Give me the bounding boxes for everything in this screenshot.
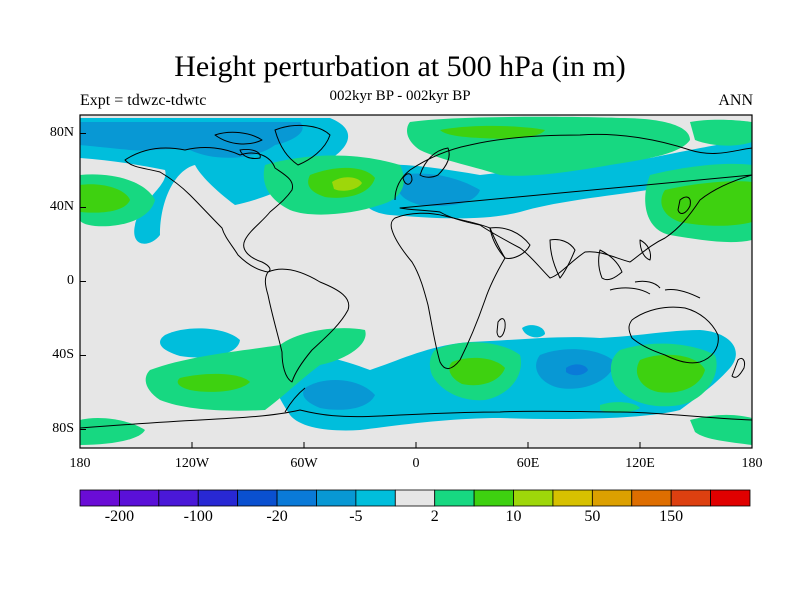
pos-region-south-pacific-core bbox=[177, 373, 250, 392]
lat-tick-label-40S: 40S bbox=[52, 346, 74, 362]
colorbar-swatch-15 bbox=[670, 489, 711, 507]
coast-southeast-asia bbox=[598, 239, 651, 281]
colorbar-swatch-8 bbox=[394, 489, 436, 507]
latitude-axis bbox=[80, 133, 86, 430]
neg-region-eurasia-core bbox=[396, 173, 480, 207]
colorbar-label-p50: 50 bbox=[584, 508, 601, 525]
plot-title: Height perturbation at 500 hPa (in m) bbox=[174, 50, 626, 83]
colorbar bbox=[79, 489, 751, 507]
colorbar-swatch-4 bbox=[237, 489, 278, 507]
colorbar-label-m200: -200 bbox=[104, 508, 135, 525]
coast-greenland bbox=[274, 124, 331, 166]
colorbar-swatch-7 bbox=[355, 489, 396, 507]
lat-tick-label-40N: 40N bbox=[49, 198, 74, 214]
coast-scandinavia bbox=[419, 147, 450, 178]
colorbar-label-m100: -100 bbox=[183, 508, 213, 525]
pos-region-australia-south-core bbox=[636, 354, 705, 393]
neg-region-east-pacific-south bbox=[160, 328, 240, 358]
colorbar-label-m5: -5 bbox=[349, 508, 363, 525]
colorbar-label-p150: 150 bbox=[659, 508, 684, 525]
pos-region-antarctic-small bbox=[600, 402, 640, 413]
map-field bbox=[80, 115, 752, 448]
pos-region-antarctic-east bbox=[690, 414, 752, 445]
lon-tick-label-60e: 60E bbox=[516, 456, 540, 471]
colorbar-swatch-14 bbox=[631, 489, 672, 507]
colorbar-swatch-10 bbox=[473, 489, 514, 507]
colorbar-swatch-16 bbox=[710, 489, 751, 507]
coast-madagascar bbox=[496, 318, 506, 338]
longitude-axis bbox=[79, 442, 753, 448]
season-label: ANN bbox=[718, 92, 753, 109]
colorbar-swatch-0 bbox=[79, 489, 120, 507]
pos-region-north-pacific-east-core bbox=[80, 184, 130, 213]
lon-tick-label-180e: 180 bbox=[741, 456, 763, 471]
colorbar-label-p2: 2 bbox=[430, 508, 439, 525]
coast-arabia bbox=[489, 227, 531, 259]
lon-tick-label-120w: 120W bbox=[174, 456, 210, 471]
colorbar-label-p10: 10 bbox=[505, 508, 522, 525]
neg-region-north-pacific-core bbox=[80, 122, 303, 158]
lon-tick-label-180w: 180 bbox=[69, 456, 91, 471]
lat-tick-label-0: 0 bbox=[67, 272, 74, 288]
colorbar-swatch-3 bbox=[197, 489, 239, 507]
coast-north-america bbox=[124, 147, 294, 273]
pos-region-south-africa-core bbox=[449, 357, 505, 386]
neg-region-indian-lobe bbox=[522, 325, 545, 338]
lon-tick-label-60w: 60W bbox=[290, 456, 318, 471]
pos-region-arctic-core bbox=[440, 125, 545, 139]
coast-canadian-archipelago bbox=[214, 131, 263, 159]
experiment-label: Expt = tdwzc-tdwtc bbox=[80, 92, 207, 109]
neg-region-alaska-bay bbox=[212, 163, 251, 185]
lon-tick-label-120e: 120E bbox=[625, 456, 655, 471]
pos-region-north-pacific-west-core bbox=[661, 181, 752, 226]
neg-region-south-atlantic-core bbox=[303, 379, 375, 410]
colorbar-swatch-6 bbox=[316, 489, 357, 507]
colorbar-swatch-5 bbox=[276, 489, 317, 507]
pos-region-north-atlantic-max bbox=[332, 177, 362, 191]
coast-indonesia bbox=[609, 280, 701, 299]
neg-region-indian-ocean-min bbox=[566, 364, 588, 376]
coast-japan bbox=[677, 196, 691, 214]
colorbar-label-m20: -20 bbox=[266, 508, 288, 525]
colorbar-swatch-9 bbox=[434, 489, 475, 507]
pos-region-greenland-patch bbox=[690, 119, 752, 146]
coast-south-america bbox=[264, 268, 350, 383]
lon-tick-label-0: 0 bbox=[412, 456, 420, 471]
coastlines bbox=[80, 124, 752, 429]
colorbar-swatch-11 bbox=[513, 489, 554, 507]
colorbar-swatch-12 bbox=[552, 489, 593, 507]
colorbar-swatch-2 bbox=[158, 489, 199, 507]
coast-antarctic-peninsula bbox=[284, 387, 306, 413]
colorbar-swatch-1 bbox=[119, 489, 160, 507]
coast-antarctica bbox=[80, 409, 752, 429]
plot-subtitle: 002kyr BP - 002kyr BP bbox=[329, 88, 471, 104]
coast-africa bbox=[390, 212, 506, 369]
lat-tick-label-80S: 80S bbox=[52, 420, 74, 436]
colorbar-swatch-13 bbox=[591, 489, 633, 507]
coast-new-zealand bbox=[731, 357, 745, 378]
coast-british-isles bbox=[402, 173, 413, 185]
coast-india bbox=[549, 239, 576, 279]
coast-australia bbox=[628, 306, 719, 364]
lat-tick-label-80N: 80N bbox=[49, 124, 74, 140]
